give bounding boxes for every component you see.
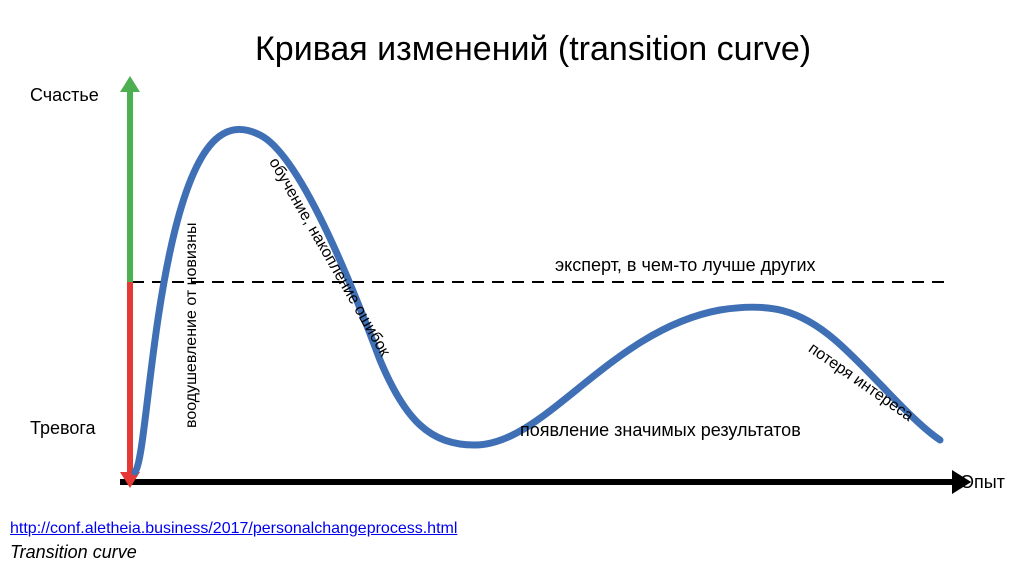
y-axis-label-bottom: Тревога (30, 418, 96, 439)
diagram-root: { "canvas": { "width": 1024, "height": 5… (0, 0, 1024, 576)
annotation-expert: эксперт, в чем-то лучше других (555, 255, 816, 276)
x-axis-label: Опыт (960, 472, 1005, 493)
annotation-rising: воодушевление от новизны (183, 223, 201, 428)
y-axis-label-top: Счастье (30, 85, 99, 106)
annotation-results: появление значимых результатов (520, 420, 801, 441)
plot-svg (0, 0, 1024, 576)
source-link[interactable]: http://conf.aletheia.business/2017/perso… (10, 520, 457, 538)
chart-title: Кривая изменений (transition curve) (255, 30, 811, 69)
y-axis-upper-arrowhead (120, 76, 140, 92)
source-caption: Transition curve (10, 542, 137, 563)
